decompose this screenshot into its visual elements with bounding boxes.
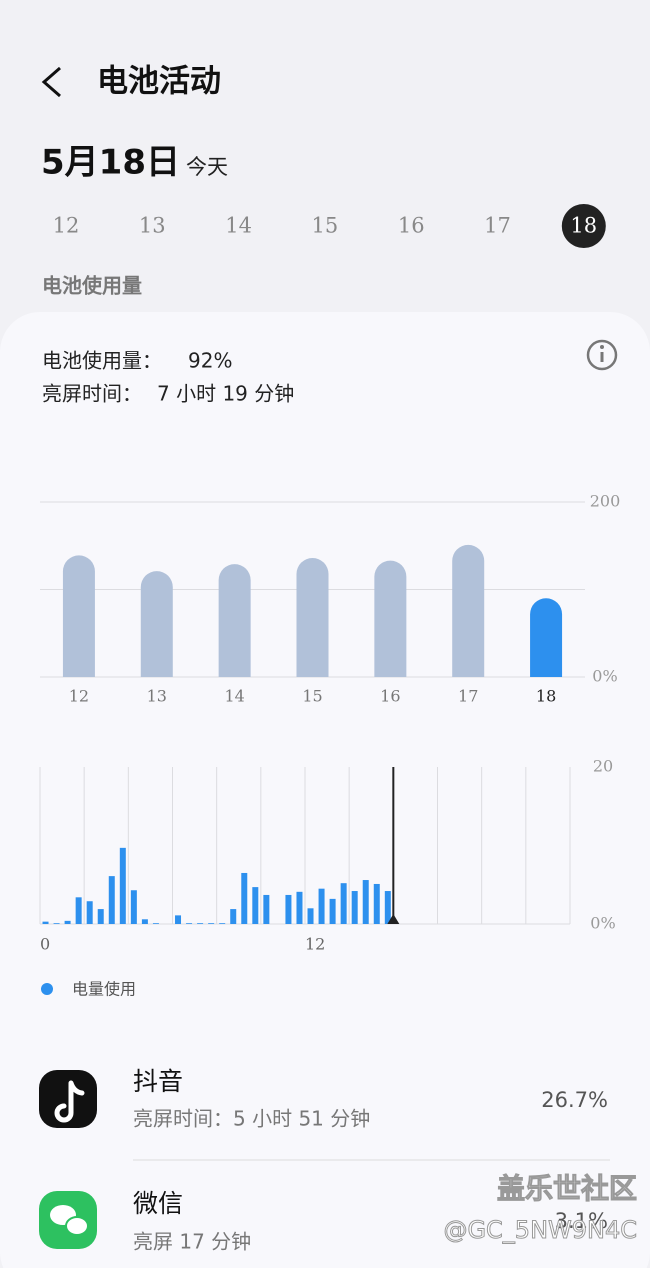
bar <box>130 890 137 924</box>
summary: 电池使用量： 92% 亮屏时间： 7 小时 19 分钟 <box>42 349 294 406</box>
bar <box>373 883 380 924</box>
bar <box>452 544 485 677</box>
app-percent: 26.7% <box>541 1088 608 1112</box>
x-tick-label: 17 <box>458 687 478 706</box>
date: 5月18日 <box>41 143 180 183</box>
legend-marker <box>41 983 53 995</box>
app-detail: 亮屏 17 分钟 <box>133 1230 251 1254</box>
bar <box>241 872 248 924</box>
bar <box>140 571 173 677</box>
day[interactable]: 15 <box>312 214 339 238</box>
date-sub: 今天 <box>186 155 228 179</box>
bar <box>62 555 95 677</box>
app-name: 抖音 <box>133 1067 183 1096</box>
x-tick-label: 13 <box>147 687 167 706</box>
bar <box>152 923 159 924</box>
day-selected <box>561 204 606 248</box>
bar <box>208 923 215 924</box>
bar <box>197 923 204 924</box>
hourly-chart: 0% 20 0 12 <box>39 757 616 954</box>
usage-value: 92% <box>188 349 232 373</box>
y-tick-label: 20 <box>593 757 613 776</box>
back-button[interactable] <box>41 66 61 98</box>
bar <box>318 888 325 924</box>
x-tick-label: 18 <box>536 687 556 706</box>
bar <box>351 891 358 924</box>
legend-label: 电量使用 <box>72 980 136 999</box>
day[interactable]: 13 <box>139 214 166 238</box>
bar <box>75 897 82 924</box>
bar <box>252 887 259 924</box>
x-tick-label: 12 <box>69 687 89 706</box>
bar <box>42 921 49 924</box>
card <box>0 312 650 1268</box>
bar <box>218 564 251 677</box>
bar <box>64 920 71 924</box>
bar <box>362 880 369 924</box>
screen-value: 7 小时 19 分钟 <box>157 382 294 406</box>
info-button[interactable] <box>586 339 618 371</box>
y-tick-label: 200 <box>590 492 621 511</box>
daily-chart: 0% 200 12 13 14 15 16 17 18 <box>40 492 620 706</box>
bar <box>340 883 347 924</box>
bar <box>108 876 115 924</box>
bar <box>374 560 407 677</box>
day[interactable]: 14 <box>225 214 252 238</box>
title: 电池活动 <box>97 64 221 100</box>
bar <box>296 558 329 677</box>
x-tick-label: 12 <box>305 935 325 954</box>
y-tick-label: 0% <box>590 914 615 933</box>
bar <box>86 901 93 924</box>
watermark: 盖乐世社区 <box>497 1172 637 1205</box>
bar <box>53 923 60 924</box>
x-tick-label: 14 <box>224 687 244 706</box>
app-detail: 亮屏时间：5 小时 51 分钟 <box>133 1107 370 1131</box>
section-label: 电池使用量 <box>42 274 142 298</box>
tiktok-icon <box>39 1070 97 1128</box>
bar <box>329 898 336 924</box>
bar <box>97 909 104 924</box>
day[interactable]: 12 <box>53 214 80 238</box>
watermark: @GC_5NW9N4C <box>443 1216 637 1244</box>
x-tick-label: 16 <box>380 687 400 706</box>
day-picker: 12 13 14 15 16 17 18 <box>53 204 606 248</box>
day[interactable]: 18 <box>570 214 597 238</box>
x-tick-label: 15 <box>302 687 322 706</box>
x-tick-label: 0 <box>40 935 50 954</box>
app-row[interactable]: 微信 亮屏 17 分钟 3.1% <box>39 1189 608 1254</box>
bar <box>263 894 270 924</box>
app-name: 微信 <box>133 1189 183 1218</box>
bar <box>119 847 126 924</box>
current-time-marker <box>387 914 400 924</box>
bar <box>219 923 226 924</box>
usage-label: 电池使用量： <box>42 349 162 373</box>
day[interactable]: 16 <box>398 214 425 238</box>
day[interactable]: 17 <box>484 214 511 238</box>
screen-label: 亮屏时间： <box>42 382 142 406</box>
app-percent: 3.1% <box>555 1209 608 1233</box>
bar <box>307 908 314 924</box>
bar <box>230 909 237 924</box>
tiktok-glyph <box>54 1080 85 1123</box>
bar <box>141 919 148 924</box>
wechat-glyph <box>65 1216 89 1236</box>
bar <box>296 891 303 924</box>
app-row[interactable]: 抖音 亮屏时间：5 小时 51 分钟 26.7% <box>39 1067 608 1131</box>
bar <box>186 923 193 924</box>
bar <box>384 891 391 924</box>
bar <box>285 894 292 924</box>
y-tick-label: 0% <box>592 667 617 686</box>
bar <box>175 915 182 924</box>
bar <box>530 598 563 677</box>
